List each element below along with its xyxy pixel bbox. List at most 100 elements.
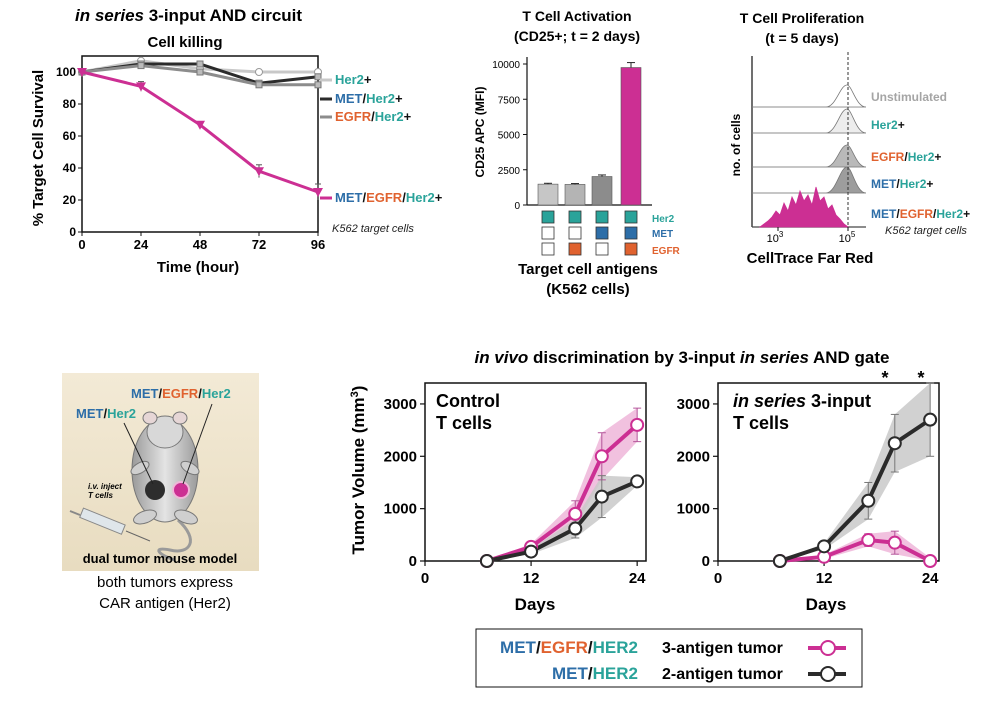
data-point (594, 449, 609, 464)
xtick-label: 0 (714, 570, 722, 587)
chart-b-ytick-label: 7500 (498, 95, 521, 106)
antigen-matrix-cell (624, 242, 638, 256)
legend-2-antigen-label: 2-antigen tumor (662, 666, 783, 683)
antigen-matrix-cell (541, 226, 555, 240)
chart-a-xtick-label: 0 (78, 237, 85, 252)
data-point (887, 535, 902, 550)
data-point (479, 554, 494, 568)
chart-e-legend: MET/EGFR/HER2 MET/HER2 3-antigen tumor 2… (475, 628, 863, 688)
chart-b-title-line1: T Cell Activation (522, 8, 631, 24)
hist-label-4: MET/EGFR/Her2+ (871, 207, 970, 221)
data-point (887, 436, 902, 451)
chart-in-series-axes: 0 12 24 0 1000 2000 3000 (677, 396, 940, 587)
chart-a-xlabel: Time (hour) (157, 259, 239, 276)
chart-b-bars (537, 62, 642, 206)
xtick-label: 24 (922, 570, 939, 587)
panel-in-vivo: in vivo discrimination by 3-input in ser… (349, 348, 940, 688)
chart-control-series (479, 407, 645, 568)
chart-a-ytick-label: 60 (63, 129, 77, 143)
pointer-line-right (182, 403, 213, 485)
chart-a-legend-label: MET/Her2+ (335, 91, 403, 106)
ytick-label: 0 (409, 553, 417, 570)
chart-in-series-xlabel: Days (806, 595, 847, 614)
legend-2-antigen-marker (820, 666, 836, 682)
chart-b-ytick-label: 5000 (498, 131, 521, 142)
antigen-matrix-cell (624, 210, 638, 224)
legend-3-antigen-antigens: MET/EGFR/HER2 (500, 638, 638, 657)
chart-a-legend-label: Her2+ (335, 72, 372, 87)
inject-label-line1: i.v. inject (88, 482, 122, 491)
histogram-2 (752, 144, 867, 168)
chart-b-bar (537, 183, 559, 206)
inject-label-line2: T cells (88, 491, 113, 500)
chart-a-point (314, 73, 322, 81)
data-point (630, 417, 645, 432)
data-point (594, 489, 609, 504)
panel-a-note: K562 target cells (332, 223, 414, 235)
chart-a-legend: Her2+ MET/Her2+ EGFR/Her2+ MET/EGFR/Her2+ (320, 72, 443, 205)
syringe-icon (69, 507, 151, 542)
panel-d-caption-line1: both tumors express (97, 574, 233, 591)
panel-a-title: in series 3-input AND circuit (75, 6, 302, 25)
chart-in-series-series (772, 382, 938, 568)
chart-a-point (255, 68, 263, 76)
xtick-label: 12 (523, 570, 540, 587)
chart-a-frame (81, 55, 319, 233)
legend-box (475, 628, 863, 688)
panel-t-cell-activation: T Cell Activation (CD25+; t = 2 days) CD… (473, 8, 681, 298)
data-point (630, 474, 645, 489)
hist-label-unstimulated: Unstimulated (871, 90, 947, 104)
significance-asterisk-day20: * (881, 368, 888, 388)
chart-a-point (255, 81, 263, 89)
chart-b-xlabel-line2: (K562 cells) (546, 281, 629, 298)
panel-t-cell-proliferation: T Cell Proliferation (t = 5 days) no. of… (729, 10, 970, 267)
xtick-label: 12 (816, 570, 833, 587)
xtick-label: 24 (629, 570, 646, 587)
chart-c-tick-label-1e3: 103 (767, 230, 784, 245)
antigen-matrix-cell (541, 210, 555, 224)
chart-b-ytick-label: 2500 (498, 166, 521, 177)
chart-b-xlabel-line1: Target cell antigens (518, 261, 658, 278)
antigen-label-egfr: EGFR (652, 246, 681, 257)
legend-3-antigen-marker (820, 640, 836, 656)
ytick-label: 2000 (677, 448, 710, 465)
chart-c-ylabel: no. of cells (729, 113, 743, 176)
chart-control-frame (424, 382, 647, 562)
chart-b-bar (591, 176, 613, 206)
chart-b-ylabel: CD25 APC (MFI) (473, 87, 487, 178)
antigen-matrix-cell (595, 226, 609, 240)
chart-b-title-line2: (CD25+; t = 2 days) (514, 28, 640, 44)
chart-a-line-3 (81, 70, 319, 194)
chart-a-ylabel: % Target Cell Survival (30, 70, 47, 226)
ytick-label: 1000 (677, 501, 710, 518)
chart-a-point (136, 82, 146, 92)
tumor-met-egfr-her2 (172, 481, 190, 499)
chart-a-point (137, 62, 145, 70)
chart-a-point (196, 68, 204, 76)
chart-b-bar (620, 67, 642, 206)
panel-c-note: K562 target cells (885, 225, 967, 237)
histogram-1 (752, 108, 867, 134)
ytick-label: 2000 (384, 448, 417, 465)
error-band-0 (486, 408, 638, 561)
panel-cell-killing: in series 3-input AND circuit Cell killi… (30, 6, 443, 276)
histogram-3 (752, 166, 867, 194)
antigen-matrix-cell (595, 242, 609, 256)
chart-b-yticks: 0 2500 5000 7500 10000 (492, 60, 527, 212)
tumor-met-her2 (145, 480, 165, 500)
chart-b-bar (564, 184, 586, 206)
chart-a-yticks: 0 20 40 60 80 100 (56, 65, 82, 239)
control-title-line2: T cells (436, 413, 492, 433)
antigen-matrix-cell (568, 226, 582, 240)
antigen-matrix-cell (541, 242, 555, 256)
chart-c-tick-label-1e5: 105 (839, 230, 856, 245)
chart-a-xtick-label: 24 (134, 237, 149, 252)
data-point (861, 493, 876, 508)
in-series-title-line1: in series 3-input (733, 391, 871, 411)
mouse-label-met-egfr-her2: MET/EGFR/Her2 (131, 386, 231, 401)
data-point (568, 506, 583, 521)
antigen-matrix-cell (568, 210, 582, 224)
chart-a-xtick-label: 72 (252, 237, 266, 252)
pointer-line-left (123, 422, 154, 485)
chart-c-title-line1: T Cell Proliferation (740, 10, 864, 26)
